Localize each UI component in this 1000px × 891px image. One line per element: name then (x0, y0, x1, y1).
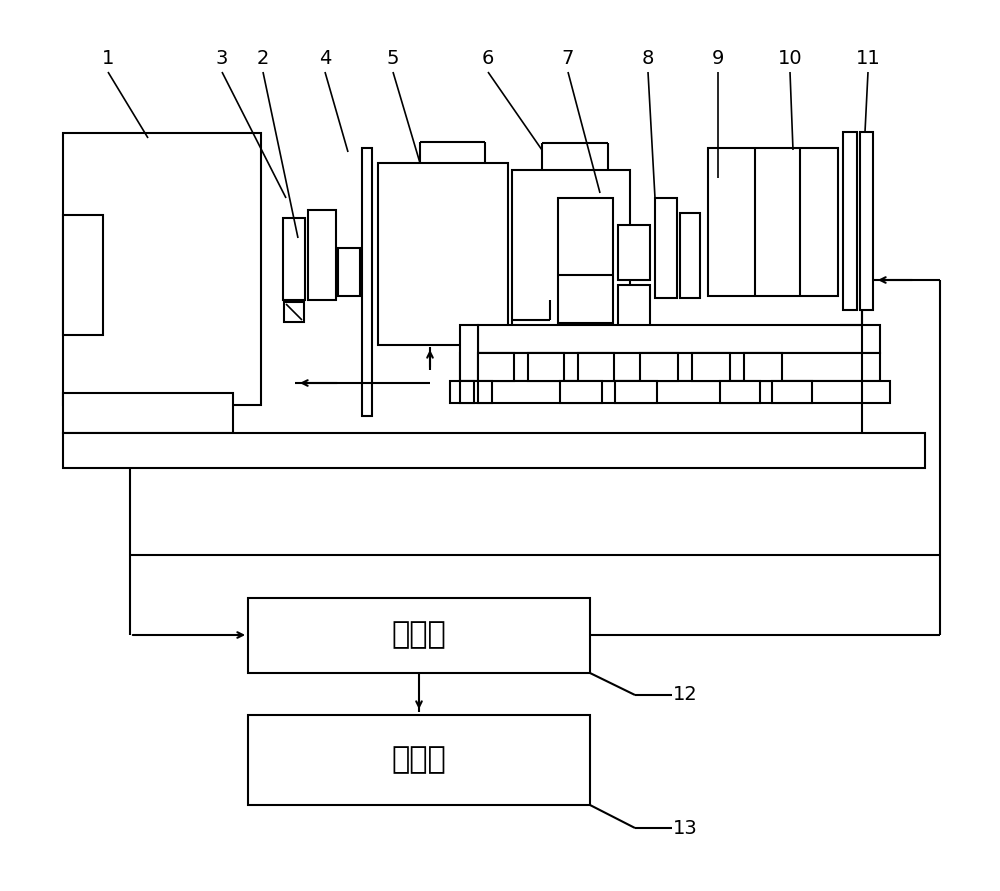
Text: 11: 11 (856, 48, 880, 68)
Bar (618, 285, 650, 333)
Bar (655, 198, 677, 298)
Bar (362, 148, 372, 416)
Text: 8: 8 (642, 48, 654, 68)
Bar (378, 163, 508, 345)
Bar (512, 170, 630, 342)
Text: 12: 12 (673, 685, 697, 705)
Text: 单片机: 单片机 (392, 620, 446, 650)
Text: 计算机: 计算机 (392, 746, 446, 774)
Bar (708, 148, 838, 296)
Bar (63, 433, 925, 468)
Bar (478, 325, 880, 353)
Bar (308, 210, 336, 300)
Bar (63, 393, 233, 433)
Text: 4: 4 (319, 48, 331, 68)
Bar (460, 353, 880, 381)
Bar (618, 225, 650, 280)
Bar (558, 198, 613, 323)
Bar (720, 381, 760, 403)
Text: 13: 13 (673, 819, 697, 838)
Bar (63, 133, 261, 405)
Bar (578, 353, 614, 381)
Bar (860, 132, 873, 310)
Text: 9: 9 (712, 48, 724, 68)
Bar (248, 715, 590, 805)
Bar (63, 215, 103, 335)
Bar (248, 598, 590, 673)
Bar (283, 218, 305, 300)
Text: 10: 10 (778, 48, 802, 68)
Bar (692, 353, 730, 381)
Bar (640, 353, 678, 381)
Text: 1: 1 (102, 48, 114, 68)
Bar (478, 353, 514, 381)
Bar (284, 302, 304, 322)
Bar (615, 381, 657, 403)
Bar (528, 353, 564, 381)
Text: 6: 6 (482, 48, 494, 68)
Text: 3: 3 (216, 48, 228, 68)
Bar (478, 381, 492, 403)
Bar (338, 248, 360, 296)
Bar (560, 381, 602, 403)
Bar (460, 381, 474, 403)
Bar (744, 353, 782, 381)
Bar (460, 325, 478, 381)
Text: 2: 2 (257, 48, 269, 68)
Bar (772, 381, 812, 403)
Text: 7: 7 (562, 48, 574, 68)
Text: 5: 5 (387, 48, 399, 68)
Bar (680, 213, 700, 298)
Bar (843, 132, 857, 310)
Bar (450, 381, 890, 403)
